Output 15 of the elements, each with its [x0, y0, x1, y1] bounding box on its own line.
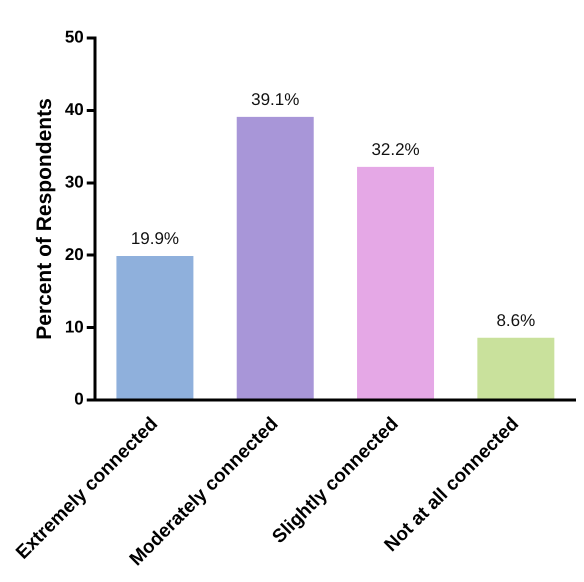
bar	[236, 116, 314, 399]
y-axis-title: Percent of Respondents	[33, 98, 56, 340]
data-label: 39.1%	[251, 90, 300, 110]
y-tick-label: 50	[64, 28, 84, 47]
data-label: 32.2%	[371, 140, 420, 160]
y-tick-label: 10	[64, 317, 84, 336]
y-tick-label: 0	[74, 390, 84, 409]
y-tick-label: 20	[64, 244, 84, 264]
data-label: 19.9%	[130, 229, 180, 248]
bar	[116, 256, 194, 399]
y-tick-label: 40	[64, 100, 84, 120]
bar	[477, 338, 554, 399]
data-label: 8.6%	[496, 310, 536, 330]
y-tick-label: 30	[64, 172, 84, 192]
bar	[357, 166, 434, 399]
